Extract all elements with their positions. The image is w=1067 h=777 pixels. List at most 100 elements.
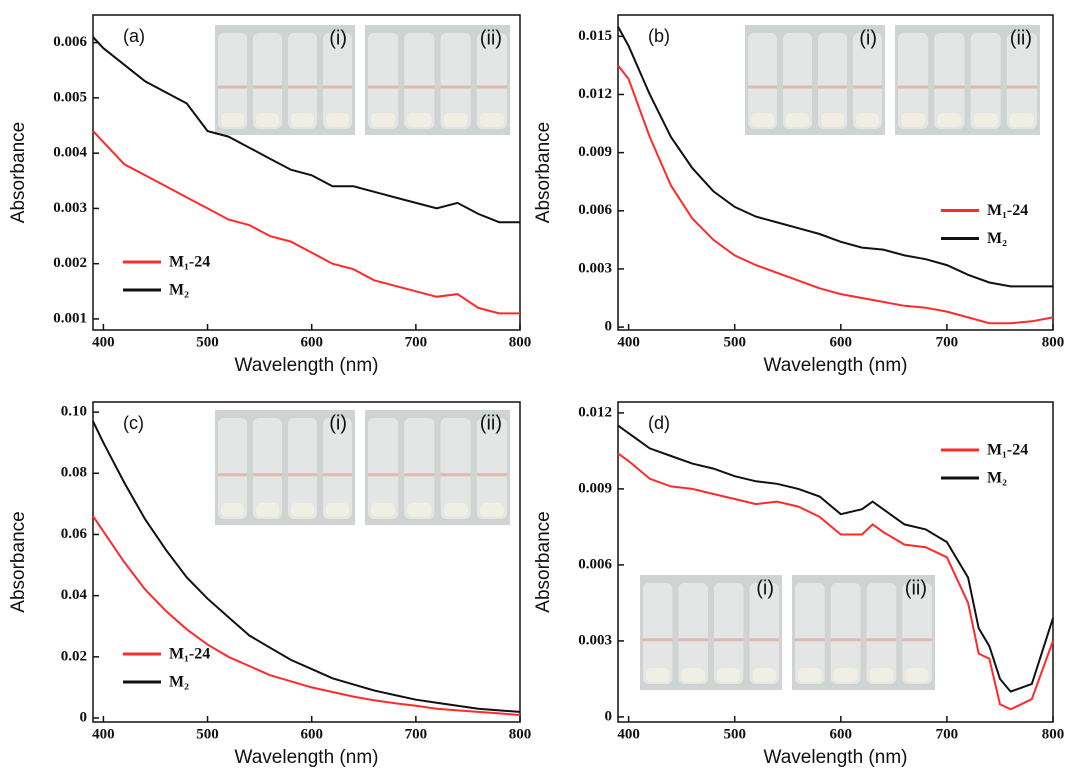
plot-frame [92, 14, 521, 331]
vial [404, 33, 435, 129]
vial-band [323, 85, 352, 89]
vial [440, 33, 471, 129]
vial [253, 33, 282, 129]
vial-bottom [1009, 113, 1034, 127]
vial-bottom [326, 113, 349, 127]
inset-label: (i) [859, 27, 877, 49]
vial-bottom [905, 668, 929, 682]
y-tick-label: 0.005 [53, 89, 87, 105]
x-tick-label: 600 [300, 334, 323, 350]
y-axis-title: Absorbance [533, 511, 554, 612]
vial-band [440, 473, 471, 477]
vial [476, 33, 507, 129]
vial-bottom [371, 113, 396, 127]
panel: (i) (ii) 0 0.003 0.006 0.009 0.012 400 500 600 700… [533, 401, 1065, 768]
vial [749, 583, 779, 684]
vial-bottom [869, 668, 894, 682]
x-tick-label: 800 [509, 334, 532, 350]
vial-band [795, 638, 825, 642]
series-line [617, 424, 1054, 693]
vial-band [902, 638, 932, 642]
vial-bottom [751, 113, 774, 127]
vial [934, 33, 965, 129]
plot-frame [617, 14, 1054, 331]
y-tick-label: 0.06 [61, 526, 88, 542]
vial-bottom [221, 503, 244, 517]
vial-bottom [221, 113, 244, 127]
x-tick-label: 500 [196, 334, 219, 350]
vial [818, 33, 847, 129]
legend-label: M₂ [987, 470, 1007, 487]
vial-band [368, 85, 399, 89]
legend-label: M₁-24 [987, 442, 1028, 459]
legend-label: M₁-24 [987, 202, 1028, 219]
vial-band [288, 85, 317, 89]
vial-bottom [256, 113, 279, 127]
vial-bottom [752, 668, 776, 682]
inset-label: (i) [756, 577, 774, 599]
vial-bottom [681, 668, 705, 682]
vial [866, 583, 897, 684]
vial-band [323, 473, 352, 477]
vial-bottom [937, 113, 962, 127]
vial-bottom [256, 503, 279, 517]
vial-band [218, 85, 247, 89]
vial [368, 33, 399, 129]
vial-bottom [798, 668, 822, 682]
y-tick-label: 0.10 [61, 404, 87, 420]
x-tick-label: 800 [509, 726, 532, 742]
vial [902, 583, 932, 684]
vial [288, 33, 317, 129]
series-line [617, 26, 1053, 288]
y-tick-label: 0.012 [578, 404, 612, 420]
vial-band [934, 85, 965, 89]
x-tick-label: 700 [405, 726, 428, 742]
vial [253, 418, 282, 519]
y-tick-label: 0 [80, 709, 88, 725]
x-tick-label: 500 [723, 726, 746, 742]
x-tick-label: 400 [92, 334, 115, 350]
y-tick-label: 0.004 [53, 145, 87, 161]
vial [853, 33, 882, 129]
vial-bottom [326, 503, 349, 517]
x-tick-label: 800 [1042, 726, 1065, 742]
vial [795, 583, 825, 684]
panel-label: (a) [123, 26, 145, 46]
legend-label: M₂ [169, 282, 189, 299]
vial [1006, 33, 1037, 129]
vial-bottom [717, 668, 741, 682]
inset-label: (i) [329, 27, 347, 49]
vial-bottom [856, 113, 879, 127]
vial [476, 418, 507, 519]
vial-band [714, 638, 744, 642]
vial [783, 33, 812, 129]
series-line [92, 130, 520, 315]
vial [748, 33, 777, 129]
vial-bottom [407, 503, 432, 517]
panel-label: (c) [123, 413, 144, 433]
panel-label: (d) [648, 413, 670, 433]
vial [440, 418, 471, 519]
x-tick-label: 700 [936, 334, 959, 350]
y-tick-label: 0.009 [578, 144, 612, 160]
y-axis-title: Absorbance [533, 122, 554, 223]
panel: (i) (ii) 0 0.02 0.04 0.06 0.08 0.10 400 500 600 700… [8, 401, 532, 768]
vial-band [783, 85, 812, 89]
vial-band [853, 85, 882, 89]
vial-band [253, 85, 282, 89]
series-line [92, 515, 521, 716]
series-line [92, 420, 521, 713]
vial-band [476, 85, 507, 89]
y-tick-label: 0.015 [578, 28, 612, 44]
legend-label: M₁-24 [169, 646, 210, 663]
y-tick-label: 0.009 [578, 480, 612, 496]
x-tick-label: 400 [92, 726, 115, 742]
x-tick-label: 800 [1042, 334, 1065, 350]
y-axis-title: Absorbance [8, 511, 29, 612]
vial-band [1006, 85, 1037, 89]
vial-bottom [901, 113, 926, 127]
inset-label: (ii) [480, 412, 502, 434]
vial [714, 583, 744, 684]
vial-bottom [291, 113, 314, 127]
